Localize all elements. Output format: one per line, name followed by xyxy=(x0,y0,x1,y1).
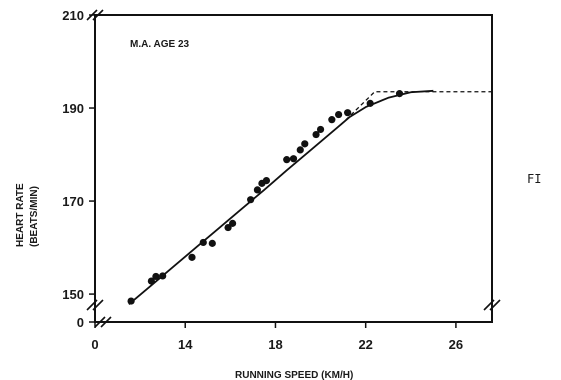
x-axis-label: RUNNING SPEED (KM/H) xyxy=(235,370,353,380)
y-axis-ticks: 0 150 170 190 210 xyxy=(62,8,95,330)
y-axis-label-line2: (BEATS/MIN) xyxy=(29,186,40,247)
x-tick-label: 22 xyxy=(358,337,372,352)
data-point xyxy=(152,272,160,281)
data-point xyxy=(253,186,262,194)
data-point xyxy=(188,253,196,261)
fit-curve-line xyxy=(128,89,434,306)
data-point xyxy=(283,156,291,164)
top-left-break-mark xyxy=(86,9,98,21)
y-tick-label: 210 xyxy=(62,8,84,23)
right-axis-break-mark xyxy=(489,299,501,311)
extrapolation-dashed-line xyxy=(340,91,492,126)
data-point xyxy=(289,155,298,163)
data-point xyxy=(312,130,320,139)
y-axis-break-mark xyxy=(92,299,104,311)
data-point xyxy=(335,110,343,119)
data-point xyxy=(247,196,255,204)
x-axis-ticks: 0 14 18 22 26 xyxy=(91,322,463,352)
y-tick-label: 150 xyxy=(62,287,84,302)
top-left-break-mark xyxy=(92,9,104,21)
data-point xyxy=(159,272,167,280)
data-point xyxy=(301,140,309,148)
data-point xyxy=(366,99,374,107)
y-tick-label: 0 xyxy=(77,315,84,330)
x-axis-break-mark xyxy=(100,316,112,328)
data-point xyxy=(296,146,304,154)
data-point xyxy=(127,297,135,305)
right-axis-break-mark xyxy=(483,299,495,311)
fit-curve xyxy=(128,89,434,306)
x-tick-label: 18 xyxy=(268,337,282,352)
extrapolation-line xyxy=(340,91,492,126)
data-point xyxy=(224,223,232,232)
y-axis-break-mark xyxy=(86,299,98,311)
x-tick-label: 26 xyxy=(449,337,463,352)
plot-border xyxy=(94,14,493,323)
x-axis-break-mark xyxy=(94,316,106,328)
y-tick-label: 170 xyxy=(62,194,84,209)
y-axis-label-line1: HEART RATE xyxy=(15,183,26,247)
data-point xyxy=(228,219,237,227)
plot-frame xyxy=(94,14,493,323)
figure-tag: FI xyxy=(527,172,541,186)
data-point xyxy=(316,125,325,134)
data-point xyxy=(328,116,336,124)
x-tick-label: 0 xyxy=(91,337,98,352)
data-point xyxy=(208,239,216,247)
x-tick-label: 14 xyxy=(178,337,193,352)
axis-break-marks xyxy=(86,9,501,328)
data-point xyxy=(199,238,207,247)
data-point xyxy=(344,109,352,117)
data-points xyxy=(127,90,404,305)
y-tick-label: 190 xyxy=(62,101,84,116)
data-point xyxy=(147,277,155,285)
data-point xyxy=(395,90,404,98)
chart-annotation: M.A. AGE 23 xyxy=(130,39,190,50)
data-point xyxy=(262,176,271,185)
